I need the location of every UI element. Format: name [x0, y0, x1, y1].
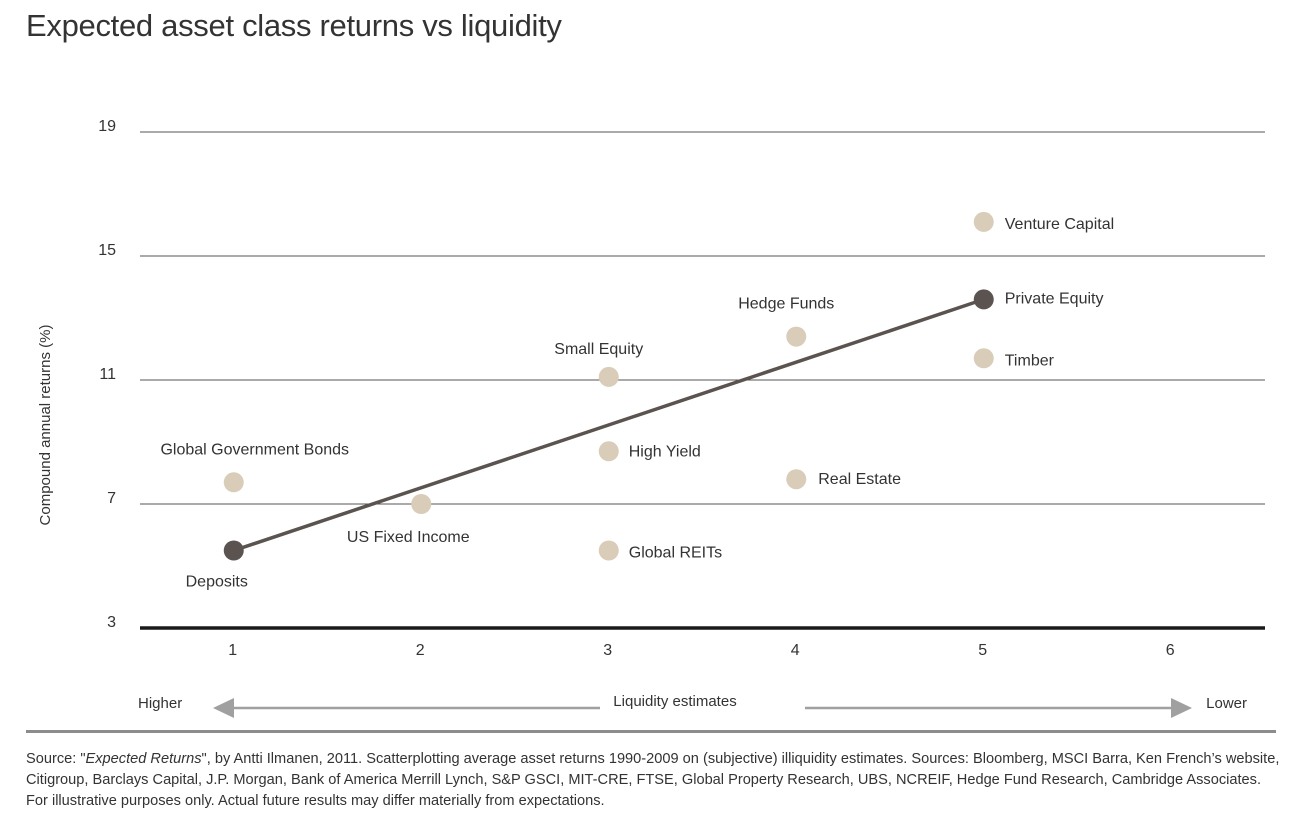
left-arrow-head: [213, 698, 234, 718]
point-label: High Yield: [629, 443, 701, 460]
chart-title: Expected asset class returns vs liquidit…: [26, 8, 562, 43]
x-tick-label: 6: [1166, 642, 1175, 659]
x-axis-title: Liquidity estimates: [613, 693, 736, 710]
point-label: Deposits: [186, 574, 248, 591]
x-tick-label: 3: [603, 642, 612, 659]
source-note: Source: "Expected Returns", by Antti Ilm…: [26, 749, 1281, 812]
footer-divider: [26, 730, 1276, 733]
x-tick-label: 5: [978, 642, 987, 659]
scatter-chart: 3 7 11 15 19 1 2 3 4 5 6 Deposits Global Governmen…: [37, 118, 1265, 718]
y-axis-title: Compound annual returns (%): [37, 325, 54, 526]
trend-line: [232, 297, 986, 553]
point-label: Global Government Bonds: [160, 441, 349, 458]
y-tick-label: 3: [107, 614, 116, 631]
y-tick-label: 19: [98, 118, 116, 135]
x-axis-title-group: Liquidity estimates Higher Lower: [138, 693, 1247, 718]
data-point: [223, 472, 244, 493]
point-label: Timber: [1005, 352, 1055, 369]
liquidity-higher-label: Higher: [138, 695, 182, 712]
x-tick-labels: 1 2 3 4 5 6: [228, 642, 1175, 659]
data-point: [973, 289, 994, 310]
data-points: [223, 211, 994, 561]
data-point: [786, 326, 807, 347]
data-point: [598, 366, 619, 387]
point-labels: Deposits Global Government Bonds US Fixed …: [160, 216, 1114, 591]
liquidity-lower-label: Lower: [1206, 695, 1247, 712]
data-point: [598, 441, 619, 462]
y-tick-label: 11: [99, 366, 116, 383]
point-label: Small Equity: [554, 341, 643, 358]
data-point: [411, 494, 432, 514]
data-point: [973, 211, 994, 232]
point-label: Real Estate: [818, 471, 901, 488]
point-label: Venture Capital: [1005, 216, 1114, 233]
x-tick-label: 1: [228, 642, 237, 659]
data-point: [786, 469, 807, 490]
source-book-title: Expected Returns: [85, 751, 202, 767]
trend-line-group: [232, 297, 986, 553]
point-label: Hedge Funds: [738, 296, 834, 313]
y-tick-label: 15: [98, 242, 116, 259]
source-text: ", by Antti Ilmanen, 2011. Scatterplotti…: [26, 751, 1280, 809]
data-point: [223, 540, 244, 561]
right-arrow-head: [1171, 698, 1192, 718]
y-tick-labels: 3 7 11 15 19: [98, 118, 116, 631]
data-point: [973, 348, 994, 369]
point-label: Global REITs: [629, 545, 722, 562]
source-prefix: Source: ": [26, 751, 86, 767]
point-label: Private Equity: [1005, 290, 1104, 307]
y-tick-label: 7: [107, 490, 116, 507]
x-tick-label: 4: [791, 642, 800, 659]
grid-lines: [140, 131, 1265, 630]
x-tick-label: 2: [416, 642, 425, 659]
point-label: US Fixed Income: [347, 529, 470, 546]
data-point: [598, 540, 619, 561]
